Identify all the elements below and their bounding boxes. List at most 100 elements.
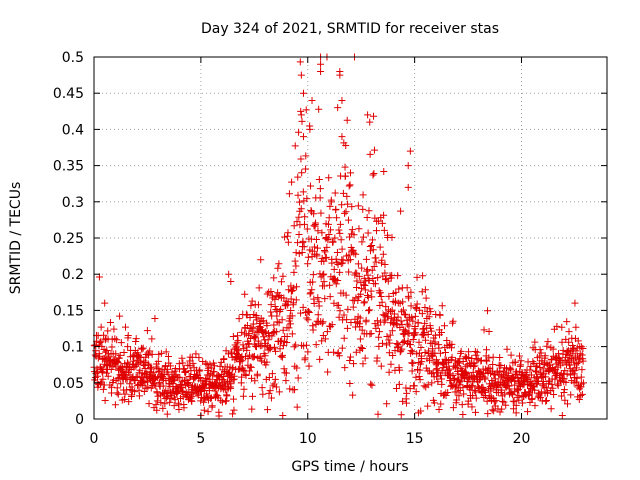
data-point: [526, 366, 534, 374]
data-point: [579, 344, 587, 352]
data-point: [267, 308, 275, 316]
data-point: [380, 318, 388, 326]
data-point: [376, 243, 384, 251]
data-point: [270, 343, 278, 351]
data-point: [368, 241, 376, 249]
y-tick-label: 0.05: [53, 376, 84, 392]
data-point: [441, 349, 449, 357]
data-point: [369, 246, 377, 254]
data-point: [288, 312, 296, 320]
y-tick-label: 0.2: [62, 267, 84, 283]
data-point: [101, 397, 109, 404]
data-point: [569, 350, 577, 358]
data-point: [422, 336, 430, 344]
data-point: [289, 299, 297, 307]
data-point: [347, 319, 355, 327]
data-point: [331, 275, 339, 283]
data-point: [347, 169, 354, 177]
data-point: [291, 257, 299, 265]
data-point: [176, 373, 184, 381]
data-point: [316, 185, 324, 193]
data-point: [164, 370, 172, 378]
data-point: [397, 347, 405, 355]
data-point: [215, 412, 223, 420]
data-point: [573, 374, 581, 382]
data-point: [471, 362, 479, 370]
data-point: [272, 383, 280, 391]
data-point: [287, 307, 295, 315]
data-point: [197, 377, 205, 385]
data-points: [90, 53, 587, 420]
data-point: [369, 275, 377, 283]
data-point: [547, 405, 555, 413]
data-point: [448, 319, 456, 327]
data-point: [515, 352, 523, 360]
data-point: [100, 331, 108, 339]
data-point: [371, 146, 379, 154]
data-point: [356, 335, 364, 343]
data-point: [148, 335, 156, 343]
data-point: [266, 387, 274, 395]
data-point: [331, 189, 339, 197]
data-point: [536, 346, 544, 354]
data-point: [415, 338, 423, 346]
data-point: [295, 213, 303, 221]
data-point: [341, 163, 349, 171]
data-point: [304, 348, 312, 356]
x-axis-label: GPS time / hours: [291, 459, 408, 475]
data-point: [303, 225, 311, 233]
data-point: [498, 386, 506, 394]
data-point: [512, 409, 520, 417]
data-point: [378, 219, 386, 227]
data-point: [222, 397, 230, 405]
data-point: [434, 378, 442, 386]
data-point: [526, 389, 534, 397]
data-point: [507, 351, 515, 359]
data-point: [355, 225, 363, 233]
data-point: [572, 323, 580, 331]
data-point: [384, 313, 392, 321]
data-point: [248, 297, 256, 305]
data-point: [255, 284, 263, 292]
data-point: [376, 289, 384, 297]
data-point: [272, 347, 280, 355]
data-point: [361, 354, 369, 362]
data-point: [550, 391, 558, 399]
data-point: [367, 380, 375, 388]
data-point: [353, 277, 361, 285]
data-point: [407, 347, 415, 355]
grid-lines: [94, 57, 607, 419]
data-point: [152, 401, 160, 409]
data-point: [386, 331, 394, 339]
data-point: [380, 168, 388, 176]
data-point: [175, 405, 183, 413]
data-point: [104, 327, 112, 335]
data-point: [275, 260, 283, 268]
data-point: [275, 388, 283, 396]
y-tick-label: 0: [75, 412, 84, 428]
data-point: [292, 249, 300, 257]
data-point: [120, 396, 128, 404]
data-point: [346, 357, 354, 365]
data-point: [531, 338, 539, 346]
data-point: [331, 234, 339, 242]
data-point: [144, 383, 152, 391]
data-point: [241, 290, 249, 298]
data-point: [509, 391, 517, 399]
data-point: [372, 227, 380, 235]
data-point: [297, 71, 305, 79]
data-point: [563, 370, 571, 378]
data-point: [366, 118, 374, 126]
data-point: [460, 390, 468, 398]
data-point: [332, 280, 340, 288]
data-point: [347, 353, 355, 361]
data-point: [511, 358, 519, 366]
data-point: [239, 366, 247, 374]
data-point: [315, 176, 323, 184]
data-point: [111, 335, 119, 343]
data-point: [220, 373, 228, 381]
data-point: [413, 305, 421, 313]
data-point: [292, 296, 300, 304]
data-point: [490, 407, 498, 415]
data-point: [254, 301, 262, 309]
